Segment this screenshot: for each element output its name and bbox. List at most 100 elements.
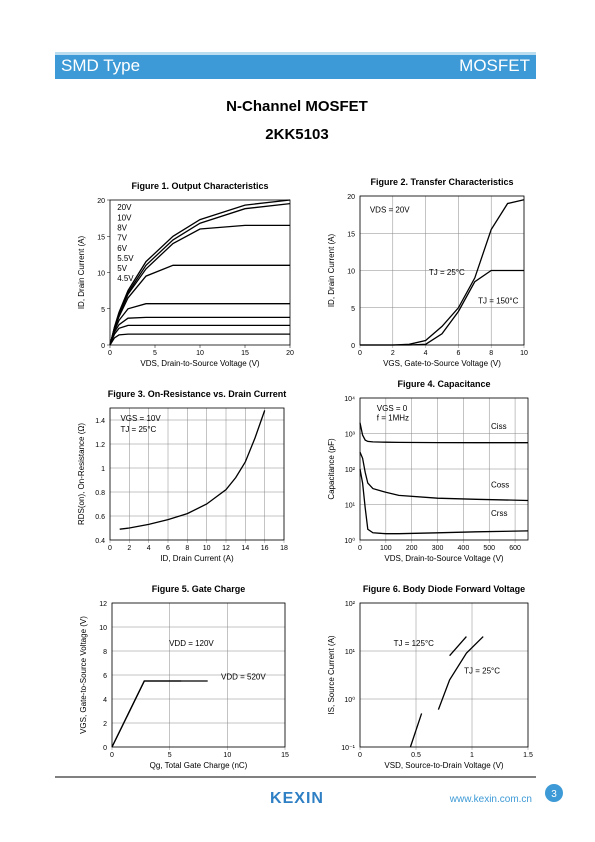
x-tick-label: 14 [241, 545, 249, 552]
y-tick-label: 5 [351, 306, 355, 313]
y-tick-label: 10⁰ [344, 696, 355, 704]
x-tick-label: 0 [358, 752, 362, 759]
series-label: 5V [117, 264, 127, 273]
series-line [360, 199, 525, 346]
x-tick-label: 8 [489, 350, 493, 357]
x-tick-label: 0 [108, 350, 112, 357]
y-axis-label: ID, Drain Current (A) [327, 233, 336, 307]
series-label: TJ = 25°C [429, 268, 465, 277]
series-label: 6V [117, 244, 127, 253]
series-line [109, 324, 290, 346]
page-number: 3 [551, 789, 557, 800]
y-tick-label: 8 [103, 649, 107, 656]
x-axis-label: VSD, Source-to-Drain Voltage (V) [384, 761, 503, 770]
x-tick-label: 6 [456, 350, 460, 357]
x-tick-label: 300 [432, 545, 444, 552]
y-tick-label: 10² [345, 601, 356, 608]
x-tick-label: 200 [406, 545, 418, 552]
x-axis-label: VGS, Gate-to-Source Voltage (V) [383, 359, 501, 368]
x-tick-label: 6 [166, 545, 170, 552]
series-line [109, 333, 290, 346]
y-tick-label: 0.4 [95, 538, 105, 545]
x-tick-label: 600 [509, 545, 521, 552]
x-axis-label: Qg, Total Gate Charge (nC) [150, 761, 248, 770]
x-tick-label: 10 [203, 545, 211, 552]
y-tick-label: 12 [99, 601, 107, 608]
y-tick-label: 4 [103, 697, 107, 704]
y-tick-label: 0.6 [95, 514, 105, 521]
series-label: TJ = 150°C [478, 296, 519, 305]
y-tick-label: 6 [103, 673, 107, 680]
plot-frame [109, 199, 291, 346]
y-tick-label: 0 [351, 343, 355, 350]
x-tick-label: 4 [424, 350, 428, 357]
y-axis-label: IS, Source Current (A) [327, 635, 336, 714]
y-tick-label: 10⁴ [344, 396, 355, 403]
x-tick-label: 2 [391, 350, 395, 357]
x-tick-label: 18 [280, 545, 288, 552]
chart-title: Figure 4. Capacitance [397, 379, 490, 389]
series-label: 10V [117, 213, 132, 222]
x-tick-label: 10 [223, 752, 231, 759]
page-badge [545, 784, 563, 802]
footer-url: www.kexin.com.cn [449, 794, 532, 805]
plot-frame [111, 602, 286, 748]
series-label: Crss [491, 509, 507, 518]
y-tick-label: 1.4 [95, 418, 105, 425]
series-label: 8V [117, 223, 127, 232]
header-right: MOSFET [459, 56, 530, 75]
annotation: VGS = 10V [120, 414, 161, 423]
y-axis-label: RDS(on), On-Resistance (Ω) [77, 423, 86, 525]
series-label: TJ = 125°C [394, 639, 435, 648]
y-tick-label: 10 [99, 625, 107, 632]
x-tick-label: 10 [196, 350, 204, 357]
y-axis-label: ID, Drain Current (A) [77, 235, 86, 309]
series-line [109, 224, 290, 346]
x-tick-label: 12 [222, 545, 230, 552]
chart-title: Figure 5. Gate Charge [152, 584, 246, 594]
chart: Figure 3. On-Resistance vs. Drain Curren… [77, 389, 288, 563]
header-bar [55, 55, 536, 79]
part-number: 2KK5103 [265, 126, 328, 143]
x-tick-label: 20 [286, 350, 294, 357]
x-tick-label: 100 [380, 545, 392, 552]
x-tick-label: 2 [127, 545, 131, 552]
y-tick-label: 20 [347, 194, 355, 201]
series-line [109, 303, 290, 346]
x-axis-label: VDS, Drain-to-Source Voltage (V) [140, 359, 259, 368]
series-line [359, 422, 528, 444]
x-tick-label: 5 [153, 350, 157, 357]
series-line [109, 316, 290, 346]
y-tick-label: 15 [347, 231, 355, 238]
y-tick-label: 10 [347, 269, 355, 276]
series-label: VDD = 520V [221, 672, 266, 681]
annotation: VDS = 20V [370, 205, 410, 214]
series-label: 5.5V [117, 254, 134, 263]
annotation: TJ = 25°C [120, 425, 156, 434]
series-label: 7V [117, 234, 127, 243]
x-tick-label: 400 [458, 545, 470, 552]
y-tick-label: 10¹ [345, 503, 356, 510]
plot-frame [359, 602, 529, 748]
annotation: f = 1MHz [377, 414, 409, 423]
y-tick-label: 15 [97, 234, 105, 241]
x-tick-label: 500 [483, 545, 495, 552]
y-tick-label: 1 [101, 466, 105, 473]
chart: Figure 1. Output Characteristics 0 5 10 15 20… [77, 181, 294, 368]
doc-title: N-Channel MOSFET [226, 98, 368, 115]
chart: Figure 6. Body Diode Forward Voltage 10⁻¹… [327, 584, 533, 770]
x-tick-label: 5 [168, 752, 172, 759]
x-tick-label: 15 [281, 752, 289, 759]
y-tick-label: 10⁰ [344, 537, 355, 545]
footer-logo: KEXIN [270, 790, 324, 807]
y-axis-label: Capacitance (pF) [327, 438, 336, 500]
y-tick-label: 10 [97, 271, 105, 278]
y-tick-label: 5 [101, 307, 105, 314]
series-label: TJ = 25°C [464, 667, 500, 676]
x-axis-label: ID, Drain Current (A) [160, 554, 234, 563]
y-tick-label: 0.8 [95, 490, 105, 497]
y-tick-label: 10² [345, 467, 356, 474]
y-tick-label: 20 [97, 198, 105, 205]
